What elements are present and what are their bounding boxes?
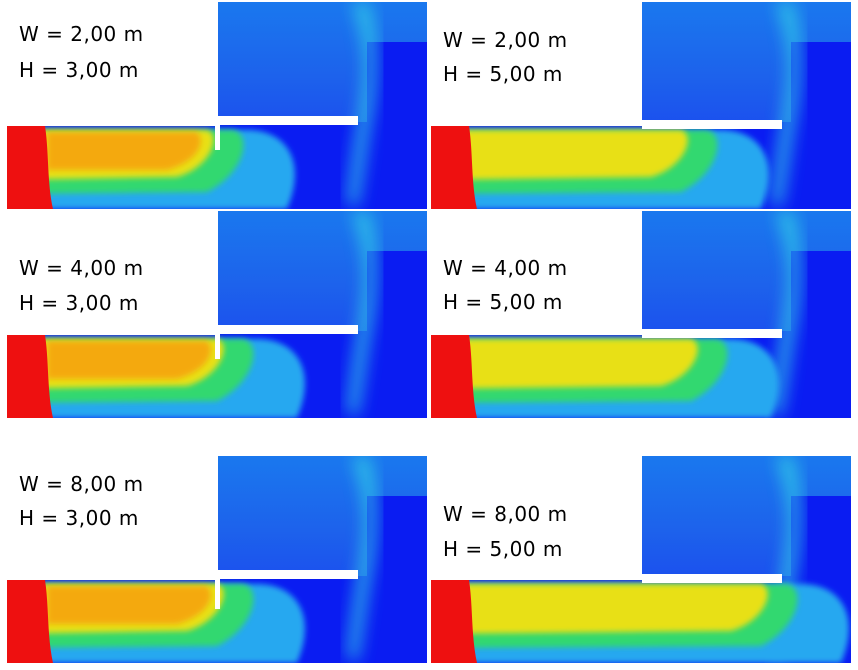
contour-plot bbox=[431, 211, 851, 418]
rising-plume bbox=[347, 2, 378, 209]
hot-layer bbox=[431, 584, 768, 634]
ceiling-slab bbox=[642, 120, 782, 129]
hottest-layer bbox=[47, 132, 201, 170]
width-label: W = 8,00 m bbox=[19, 472, 144, 496]
contour-panel-p2: W = 2,00 m H = 5,00 m bbox=[431, 2, 851, 209]
fire-source bbox=[431, 126, 477, 209]
open-area bbox=[431, 456, 642, 580]
ceiling-slab bbox=[218, 325, 358, 334]
ceiling-slab bbox=[642, 329, 782, 338]
open-area bbox=[431, 2, 642, 126]
hottest-layer bbox=[47, 341, 211, 379]
width-label: W = 4,00 m bbox=[443, 256, 568, 280]
height-label: H = 3,00 m bbox=[19, 506, 139, 530]
contour-plot bbox=[7, 2, 427, 209]
height-label: H = 5,00 m bbox=[443, 537, 563, 561]
hot-layer bbox=[431, 339, 698, 389]
fire-source bbox=[7, 580, 53, 663]
width-label: W = 4,00 m bbox=[19, 256, 144, 280]
width-label: W = 2,00 m bbox=[19, 22, 144, 46]
contour-panel-p6: W = 8,00 m H = 5,00 m bbox=[431, 456, 851, 663]
open-area bbox=[431, 211, 642, 335]
ceiling-slab bbox=[218, 116, 358, 125]
width-label: W = 2,00 m bbox=[443, 28, 568, 52]
partition-wall bbox=[215, 125, 220, 150]
hottest-layer bbox=[47, 586, 211, 624]
contour-panel-p1: W = 2,00 m H = 3,00 m bbox=[7, 2, 427, 209]
fire-source bbox=[431, 335, 477, 418]
open-area bbox=[7, 211, 218, 335]
rising-plume bbox=[347, 456, 378, 663]
fire-source bbox=[7, 335, 53, 418]
rising-plume bbox=[347, 211, 378, 418]
partition-wall bbox=[215, 579, 220, 609]
contour-plot bbox=[7, 211, 427, 418]
height-label: H = 5,00 m bbox=[443, 62, 563, 86]
height-label: H = 3,00 m bbox=[19, 291, 139, 315]
open-area bbox=[7, 456, 218, 580]
ceiling-slab bbox=[218, 570, 358, 579]
fire-source bbox=[431, 580, 477, 663]
fire-source bbox=[7, 126, 53, 209]
contour-plot bbox=[431, 2, 851, 209]
height-label: H = 3,00 m bbox=[19, 58, 139, 82]
width-label: W = 8,00 m bbox=[443, 502, 568, 526]
ceiling-slab bbox=[642, 574, 782, 583]
contour-panel-p5: W = 8,00 m H = 3,00 m bbox=[7, 456, 427, 663]
rising-plume bbox=[771, 2, 802, 209]
partition-wall bbox=[215, 334, 220, 359]
contour-panel-p4: W = 4,00 m H = 5,00 m bbox=[431, 211, 851, 418]
height-label: H = 5,00 m bbox=[443, 290, 563, 314]
open-area bbox=[7, 2, 218, 126]
contour-plot bbox=[7, 456, 427, 663]
rising-plume bbox=[771, 211, 802, 418]
contour-panel-p3: W = 4,00 m H = 3,00 m bbox=[7, 211, 427, 418]
contour-plot bbox=[431, 456, 851, 663]
hot-layer bbox=[431, 130, 688, 180]
